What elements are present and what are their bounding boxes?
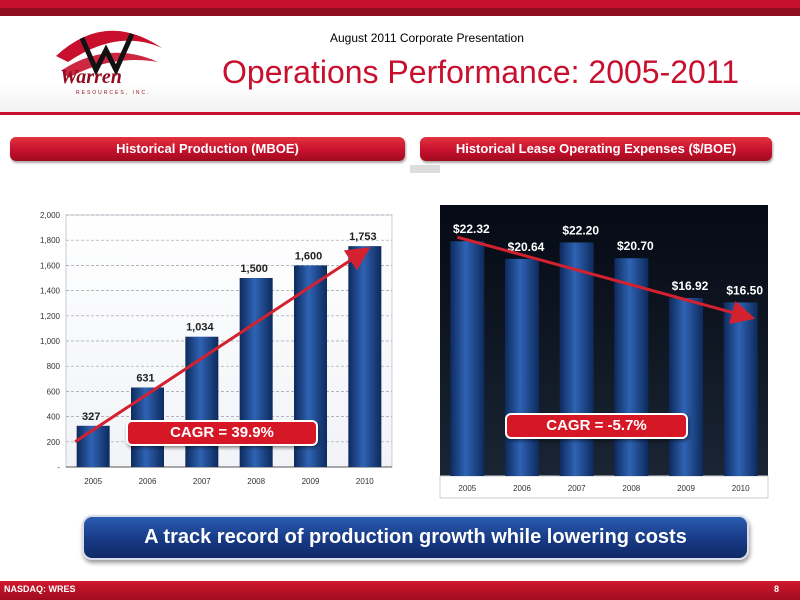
loe-x-tick-label: 2006 xyxy=(513,484,531,493)
production-y-tick-label: 400 xyxy=(47,413,61,422)
production-value-label: 1,753 xyxy=(349,231,377,243)
loe-value-label: $20.70 xyxy=(617,239,654,253)
production-chart-title: Historical Production (MBOE) xyxy=(10,137,405,161)
production-value-label: 1,500 xyxy=(240,263,268,275)
header-divider xyxy=(0,112,800,115)
production-y-tick-label: 1,800 xyxy=(40,236,61,245)
production-y-tick-label: 800 xyxy=(47,362,61,371)
loe-chart-title: Historical Lease Operating Expenses ($/B… xyxy=(420,137,772,161)
footer-ticker: NASDAQ: WRES xyxy=(4,584,76,594)
loe-x-tick-label: 2005 xyxy=(458,484,476,493)
production-y-tick-label: 600 xyxy=(47,387,61,396)
production-y-tick-label: 1,000 xyxy=(40,337,61,346)
loe-bar xyxy=(669,298,703,476)
loe-value-label: $16.92 xyxy=(672,279,709,293)
production-y-tick-label: 1,400 xyxy=(40,287,61,296)
production-value-label: 327 xyxy=(82,411,100,423)
production-x-tick-label: 2005 xyxy=(84,477,102,486)
header-area xyxy=(0,16,800,112)
loe-value-label: $16.50 xyxy=(726,283,763,297)
loe-value-label: $22.20 xyxy=(562,223,599,237)
production-x-tick-label: 2008 xyxy=(247,477,265,486)
loe-value-label: $20.64 xyxy=(508,240,545,254)
production-bar xyxy=(185,336,219,467)
page-number: 8 xyxy=(774,584,780,594)
loe-value-label: $22.32 xyxy=(453,222,490,236)
loe-chart: $22.32 2005 $20.64 2006 $22.20 2007 $20.70 2008… xyxy=(410,165,769,499)
tagline-banner: A track record of production growth whil… xyxy=(82,515,749,560)
production-x-tick-label: 2007 xyxy=(193,477,211,486)
footer-bar xyxy=(0,581,800,600)
loe-x-tick-label: 2009 xyxy=(677,484,695,493)
loe-corner-accent xyxy=(410,165,440,173)
logo-wordmark: Warren xyxy=(60,66,122,88)
production-cagr-callout: CAGR = 39.9% xyxy=(126,420,318,446)
production-value-label: 631 xyxy=(136,372,154,384)
loe-x-tick-label: 2010 xyxy=(732,484,750,493)
production-bar xyxy=(76,425,110,467)
top-band-shadow xyxy=(0,8,800,16)
loe-axis-strip xyxy=(439,475,769,499)
production-y-tick-label: 2,000 xyxy=(40,211,61,220)
production-y-tick-label: 1,200 xyxy=(40,312,61,321)
logo-subtext: RESOURCES, INC. xyxy=(76,90,151,96)
slide-title: Operations Performance: 2005-2011 xyxy=(222,54,740,90)
production-y-tick-label: 200 xyxy=(47,438,61,447)
loe-bar xyxy=(559,242,594,476)
loe-cagr-callout: CAGR = -5.7% xyxy=(505,413,688,439)
warren-logo xyxy=(56,30,162,78)
loe-bar xyxy=(723,302,758,476)
production-y-tick-label: 1,600 xyxy=(40,261,61,270)
production-x-tick-label: 2010 xyxy=(356,477,374,486)
production-trend-arrow xyxy=(74,247,371,444)
top-band xyxy=(0,0,800,8)
presentation-label: August 2011 Corporate Presentation xyxy=(330,31,524,45)
loe-trend-arrow xyxy=(456,235,756,325)
loe-x-tick-label: 2007 xyxy=(568,484,586,493)
loe-bar xyxy=(614,258,649,476)
production-value-label: 1,034 xyxy=(186,322,214,334)
production-x-tick-label: 2006 xyxy=(139,477,157,486)
loe-bar xyxy=(505,258,539,476)
loe-bar xyxy=(450,241,485,476)
production-x-tick-label: 2009 xyxy=(302,477,320,486)
production-value-label: 1,600 xyxy=(295,250,323,262)
production-bar xyxy=(348,246,382,467)
loe-x-tick-label: 2008 xyxy=(622,484,640,493)
production-y-tick-label: - xyxy=(57,463,60,472)
